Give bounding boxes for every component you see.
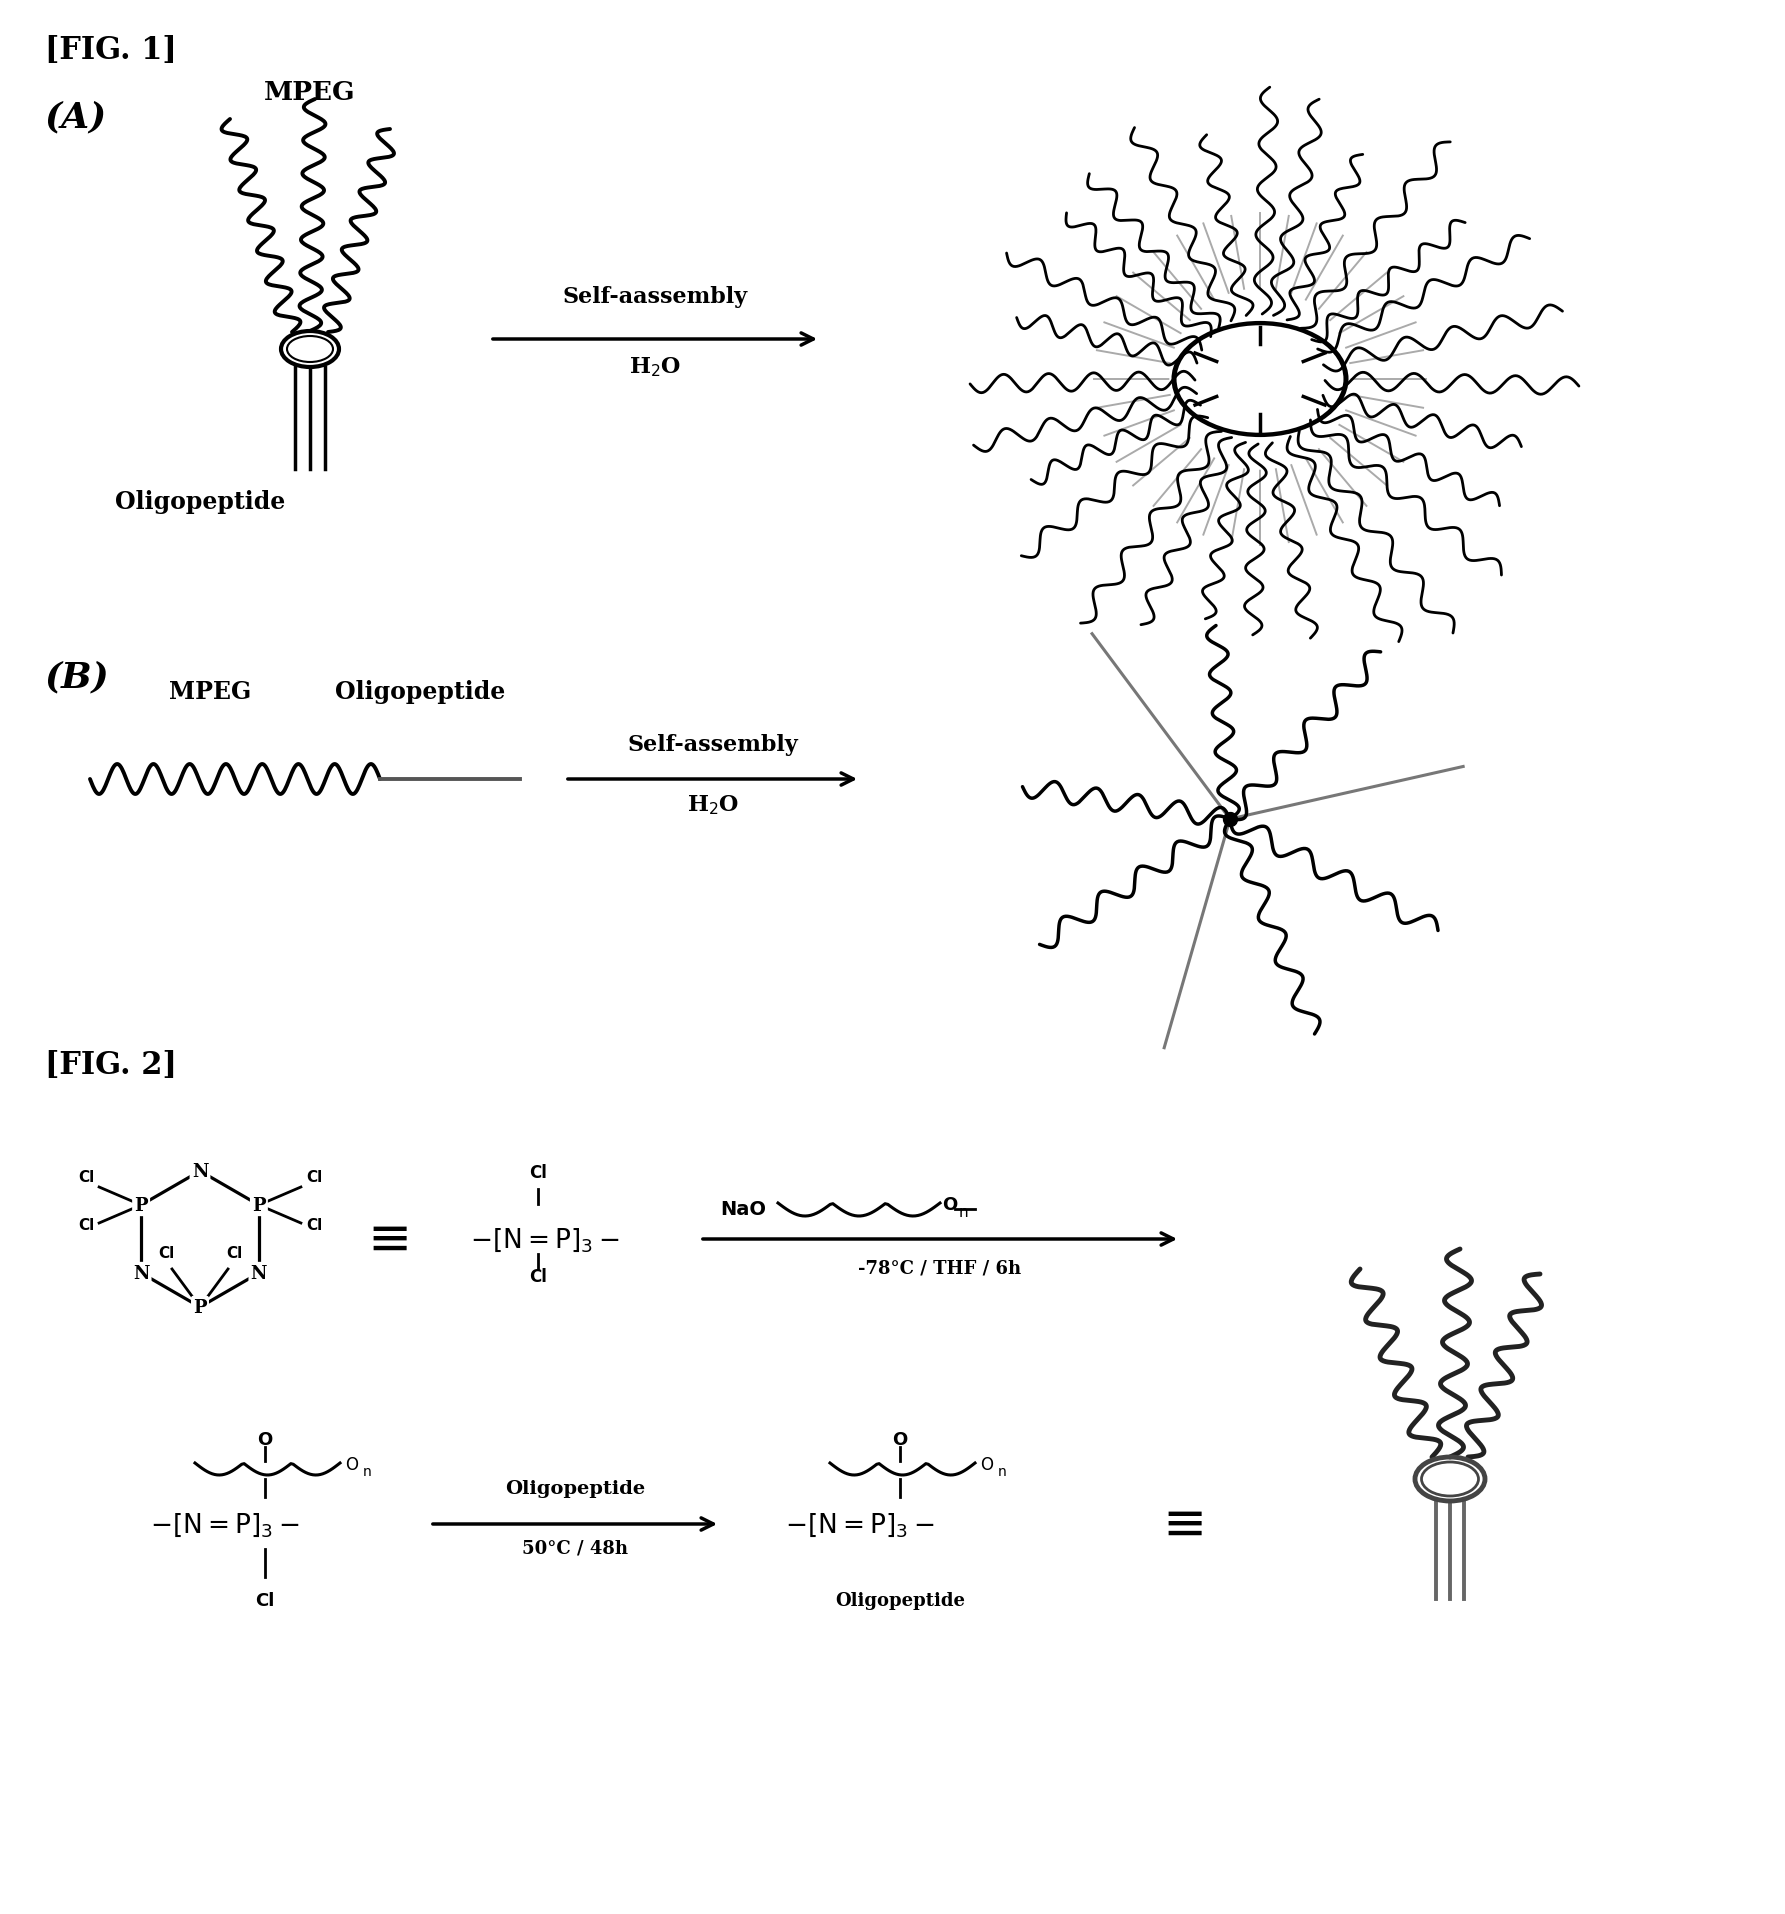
Text: Self-aassembly: Self-aassembly (562, 285, 748, 308)
Text: (A): (A) (45, 100, 107, 134)
Text: Oligopeptide: Oligopeptide (835, 1591, 966, 1610)
Text: Cl: Cl (79, 1217, 95, 1233)
Text: -78°C / THF / 6h: -78°C / THF / 6h (859, 1259, 1021, 1277)
Text: $-[\mathrm{N}{=}\mathrm{P}]_3-$: $-[\mathrm{N}{=}\mathrm{P}]_3-$ (469, 1225, 619, 1254)
Text: Cl: Cl (157, 1246, 175, 1259)
Text: H$_2$O: H$_2$O (628, 354, 682, 379)
Text: n: n (998, 1464, 1007, 1478)
Text: Oligopeptide: Oligopeptide (505, 1480, 644, 1497)
Text: MPEG: MPEG (264, 80, 355, 105)
Text: P: P (193, 1298, 207, 1317)
Text: n: n (959, 1206, 969, 1219)
Text: O: O (942, 1196, 957, 1213)
Text: n: n (362, 1464, 371, 1478)
Text: $-[\mathrm{N}{=}\mathrm{P}]_3-$: $-[\mathrm{N}{=}\mathrm{P}]_3-$ (150, 1510, 300, 1539)
Text: 50°C / 48h: 50°C / 48h (521, 1539, 628, 1558)
Text: Oligopeptide: Oligopeptide (336, 679, 505, 704)
Text: P: P (134, 1196, 148, 1213)
Circle shape (1169, 289, 1349, 469)
Text: [FIG. 2]: [FIG. 2] (45, 1049, 177, 1079)
Text: ≡: ≡ (1162, 1499, 1207, 1550)
Text: P: P (252, 1196, 266, 1213)
Text: ≡: ≡ (368, 1213, 412, 1265)
Text: Cl: Cl (528, 1164, 546, 1181)
Text: O: O (892, 1430, 907, 1449)
Text: N: N (250, 1265, 268, 1282)
Text: O: O (345, 1455, 359, 1474)
Text: H$_2$O: H$_2$O (687, 792, 739, 815)
Text: O: O (257, 1430, 273, 1449)
Text: MPEG: MPEG (170, 679, 252, 704)
Text: N: N (132, 1265, 150, 1282)
Text: Cl: Cl (305, 1169, 321, 1185)
Text: Cl: Cl (227, 1246, 243, 1259)
Text: Cl: Cl (79, 1169, 95, 1185)
Text: [FIG. 1]: [FIG. 1] (45, 34, 177, 65)
Text: Oligopeptide: Oligopeptide (114, 490, 286, 513)
Text: $-[\mathrm{N}{=}\mathrm{P}]_3-$: $-[\mathrm{N}{=}\mathrm{P}]_3-$ (785, 1510, 935, 1539)
Text: NaO: NaO (719, 1200, 766, 1219)
Text: (B): (B) (45, 660, 109, 693)
Text: O: O (980, 1455, 992, 1474)
Text: Self-assembly: Self-assembly (628, 733, 798, 756)
Text: Cl: Cl (255, 1591, 275, 1610)
Text: Cl: Cl (305, 1217, 321, 1233)
Text: Cl: Cl (528, 1267, 546, 1286)
Text: N: N (191, 1162, 209, 1181)
